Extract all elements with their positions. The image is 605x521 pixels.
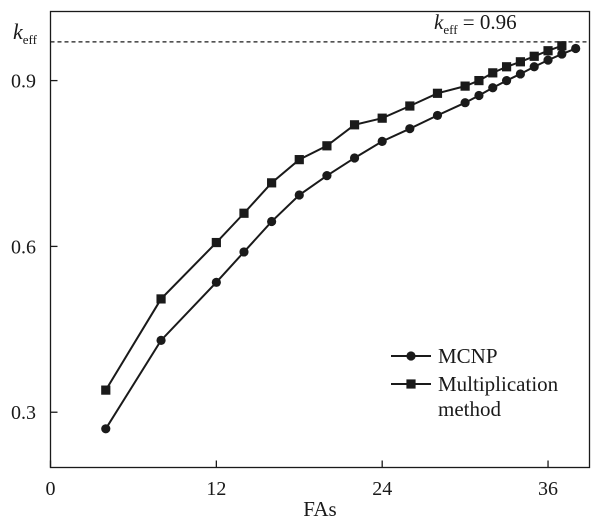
data-point-1 xyxy=(405,124,415,134)
series-group xyxy=(101,41,581,434)
reference-label-sub: eff xyxy=(443,22,458,37)
reference-label-base: k xyxy=(434,10,444,34)
reference-label-value: = 0.96 xyxy=(458,10,517,34)
x-tick-label: 12 xyxy=(206,478,226,500)
y-tick-label: 0.9 xyxy=(11,71,36,93)
y-tick-label: 0.3 xyxy=(11,402,36,424)
y-tick-label: 0.6 xyxy=(11,236,36,258)
data-point-2 xyxy=(294,155,304,165)
plot-area-frame xyxy=(49,10,591,469)
data-point-2 xyxy=(488,68,498,78)
data-point-1 xyxy=(349,153,360,163)
reference-line-label: keff = 0.96 xyxy=(434,10,517,37)
legend-label-2: method xyxy=(438,397,501,421)
data-point-1 xyxy=(156,335,166,345)
data-point-1 xyxy=(529,62,539,72)
x-tick-label: 0 xyxy=(46,478,56,500)
data-point-2 xyxy=(322,141,332,151)
data-point-2 xyxy=(239,208,249,218)
data-point-1 xyxy=(239,247,249,257)
y-axis-label-base: k xyxy=(13,19,24,44)
data-point-1 xyxy=(515,69,525,79)
data-point-2 xyxy=(156,294,166,304)
data-point-2 xyxy=(349,120,360,130)
x-tick-label: 36 xyxy=(538,478,558,500)
data-point-2 xyxy=(432,88,443,98)
data-point-1 xyxy=(488,83,498,93)
data-point-1 xyxy=(460,98,470,108)
data-point-2 xyxy=(501,62,512,72)
series-line-2 xyxy=(104,44,563,391)
data-point-1 xyxy=(101,424,111,434)
reference-line-group: keff = 0.96 xyxy=(50,10,590,43)
legend-marker-2 xyxy=(406,379,416,389)
data-point-2 xyxy=(405,101,415,111)
data-point-1 xyxy=(377,136,387,146)
x-axis-label: FAs xyxy=(303,497,336,521)
y-axis-label: keff xyxy=(13,19,38,47)
y-axis-label-sub: eff xyxy=(23,32,38,47)
data-point-1 xyxy=(501,75,512,86)
legend-marker-1 xyxy=(406,351,416,361)
x-tick-label: 24 xyxy=(372,478,392,500)
data-point-1 xyxy=(543,55,553,65)
data-point-2 xyxy=(529,51,539,61)
data-point-1 xyxy=(267,216,277,227)
data-point-1 xyxy=(432,110,443,121)
data-point-1 xyxy=(557,49,567,59)
data-point-1 xyxy=(474,90,484,101)
data-point-2 xyxy=(474,75,484,86)
data-point-2 xyxy=(211,237,221,248)
data-point-2 xyxy=(267,178,277,188)
data-point-1 xyxy=(571,43,581,54)
data-point-1 xyxy=(294,190,304,200)
data-point-2 xyxy=(460,81,470,91)
data-point-2 xyxy=(101,385,111,395)
axis-ticks: 0 12 24 36 0.3 0.6 0.9 xyxy=(11,71,558,500)
data-point-1 xyxy=(211,277,221,287)
data-point-2 xyxy=(377,113,387,123)
legend-label-1: MCNP xyxy=(438,344,498,368)
data-point-2 xyxy=(557,41,567,51)
data-point-2 xyxy=(543,46,553,56)
data-point-2 xyxy=(515,57,525,67)
legend-label-2: Multiplication xyxy=(438,372,559,396)
data-point-1 xyxy=(322,171,332,181)
